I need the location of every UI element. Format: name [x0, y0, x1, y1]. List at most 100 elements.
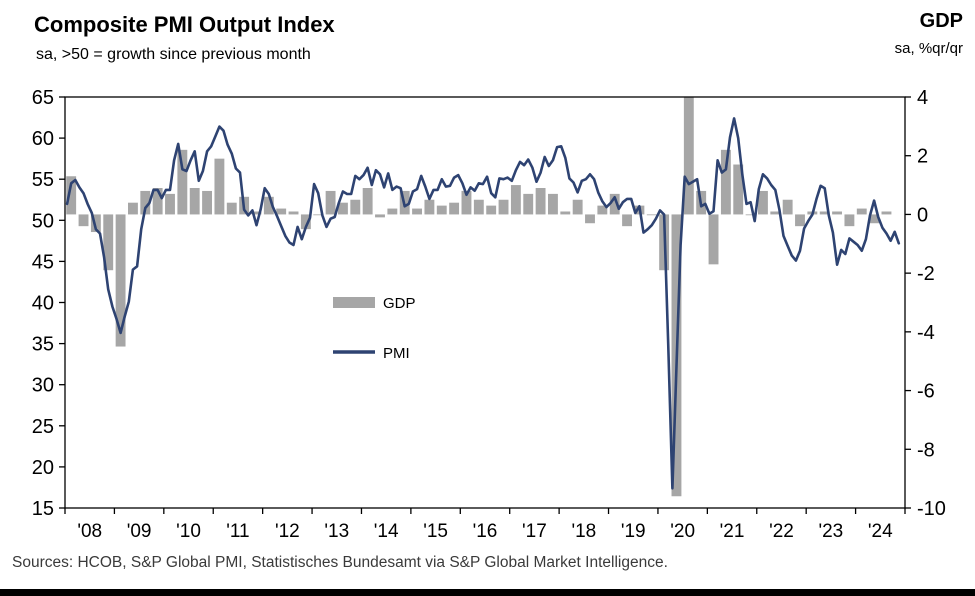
x-axis-year-label: '12 — [275, 521, 300, 542]
gdp-bar — [288, 211, 299, 215]
gdp-bar — [770, 211, 781, 215]
gdp-bar — [202, 190, 212, 215]
gdp-bar — [548, 193, 558, 215]
gdp-bar — [844, 214, 855, 227]
gdp-bar — [733, 164, 744, 215]
gdp-bar — [535, 188, 546, 215]
x-axis-year-label: '08 — [77, 521, 102, 542]
gdp-bar — [510, 185, 521, 215]
gdp-bar — [313, 214, 324, 216]
x-axis-year-label: '19 — [621, 521, 646, 542]
gdp-bar — [795, 214, 805, 227]
right-axis-tick-label: -2 — [917, 263, 935, 285]
gdp-bar — [523, 193, 534, 215]
x-axis-year-label: '21 — [720, 521, 745, 542]
gdp-bar — [338, 202, 348, 215]
x-axis-year-label: '23 — [818, 521, 843, 542]
gdp-bar — [276, 208, 287, 215]
gdp-bar — [560, 211, 571, 215]
left-axis-tick-label: 65 — [32, 87, 54, 109]
x-axis-year-label: '18 — [571, 521, 596, 542]
gdp-bar — [572, 199, 583, 215]
gdp-bar — [387, 208, 398, 215]
right-axis: 4 2 0 -2 -4 -6 -8 -10 — [905, 87, 946, 520]
gdp-bar — [300, 214, 311, 230]
left-axis-tick-label: 15 — [32, 498, 54, 520]
gdp-bar — [263, 196, 274, 215]
gdp-bar — [597, 205, 608, 215]
x-axis-year-label: '10 — [176, 521, 201, 542]
left-axis-tick-label: 45 — [32, 251, 54, 273]
source-note: Sources: HCOB, S&P Global PMI, Statistis… — [12, 554, 668, 571]
legend: GDP PMI — [333, 295, 416, 362]
chart-title: Composite PMI Output Index — [34, 12, 335, 37]
left-axis-tick-label: 30 — [32, 375, 54, 397]
gdp-bar — [745, 214, 756, 216]
left-axis-tick-label: 20 — [32, 457, 54, 479]
x-axis-year-label: '16 — [473, 521, 498, 542]
x-axis-year-label: '22 — [769, 521, 794, 542]
gdp-bar — [449, 202, 460, 215]
gdp-bar — [90, 214, 101, 233]
x-axis-year-label: '20 — [670, 521, 695, 542]
legend-gdp-label: GDP — [383, 295, 416, 312]
right-axis-tick-label: 0 — [917, 204, 928, 226]
right-axis-tick-label: -10 — [917, 498, 946, 520]
gdp-bar — [412, 208, 422, 215]
right-axis-tick-label: 4 — [917, 87, 928, 109]
gdp-bar — [66, 176, 77, 215]
right-axis-tick-label: -4 — [917, 322, 935, 344]
gdp-bar — [165, 193, 175, 215]
gdp-bar — [375, 214, 385, 218]
right-axis-subtitle: sa, %qr/qr — [894, 40, 963, 57]
gdp-bar — [585, 214, 595, 224]
gdp-bar — [609, 193, 620, 215]
x-axis-year-label: '09 — [127, 521, 152, 542]
gdp-bar — [152, 188, 163, 215]
gdp-bar — [78, 214, 89, 227]
gdp-bar — [436, 205, 447, 215]
gdp-bars — [66, 97, 892, 497]
x-axis-year-label: '24 — [868, 521, 893, 542]
x-axis-year-label: '13 — [324, 521, 349, 542]
gdp-bar — [177, 149, 188, 215]
gdp-bar — [819, 211, 830, 215]
gdp-bar — [832, 211, 842, 215]
gdp-bar — [461, 190, 472, 215]
left-axis: 65 60 55 50 45 40 35 30 25 20 15 — [32, 87, 65, 520]
left-axis-tick-label: 40 — [32, 293, 54, 315]
gdp-bar — [424, 199, 435, 215]
gdp-bar — [881, 211, 892, 215]
left-axis-tick-label: 60 — [32, 128, 54, 150]
bottom-black-bar — [0, 589, 975, 596]
gdp-bar — [708, 214, 719, 265]
x-axis: '08 '09 '10 '11 '12 '13 '14 '15 '16 '17 '18 '19 '20 '… — [64, 508, 906, 542]
x-axis-year-label: '15 — [423, 521, 448, 542]
x-axis-year-label: '14 — [374, 521, 399, 542]
left-axis-tick-label: 55 — [32, 169, 54, 191]
right-axis-tick-label: -8 — [917, 439, 935, 461]
gdp-bar — [189, 188, 200, 215]
right-axis-title: GDP — [919, 10, 963, 32]
left-axis-tick-label: 35 — [32, 334, 54, 356]
x-axis-year-label: '17 — [522, 521, 547, 542]
gdp-bar — [646, 214, 657, 216]
right-axis-tick-label: 2 — [917, 146, 928, 168]
legend-gdp-swatch — [333, 297, 375, 308]
gdp-bar — [214, 158, 225, 215]
gdp-bar — [473, 199, 484, 215]
gdp-bar — [325, 190, 336, 215]
gdp-bar — [140, 190, 151, 215]
gdp-bar — [226, 202, 237, 215]
left-axis-tick-label: 25 — [32, 416, 54, 438]
gdp-bar — [782, 199, 793, 215]
left-axis-tick-label: 50 — [32, 210, 54, 232]
gdp-bar — [103, 214, 114, 271]
gdp-bar — [869, 214, 880, 224]
chart-subtitle: sa, >50 = growth since previous month — [36, 46, 311, 63]
x-axis-year-label: '11 — [226, 521, 249, 542]
gdp-bar — [128, 202, 138, 215]
gdp-bar — [720, 149, 731, 215]
